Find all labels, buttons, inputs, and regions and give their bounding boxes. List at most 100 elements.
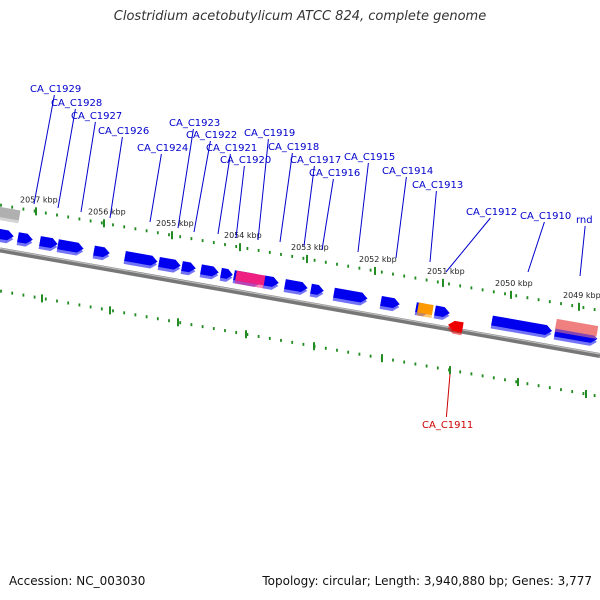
major-tick — [103, 219, 105, 228]
label-leader-line — [33, 94, 55, 205]
gene-body — [220, 267, 233, 279]
gene-body — [235, 270, 266, 286]
gene-feature[interactable] — [416, 302, 434, 318]
minor-tick — [425, 278, 428, 282]
gene-label[interactable]: CA_C1921 — [206, 143, 257, 154]
gene-label[interactable]: CA_C1916 — [309, 168, 360, 179]
gene-body — [555, 318, 599, 336]
gene-feature[interactable] — [157, 257, 182, 274]
accession-text: Accession: NC_003030 — [9, 574, 146, 588]
gene-body — [0, 228, 14, 241]
gene-body — [158, 257, 181, 270]
gene-feature[interactable] — [309, 283, 325, 299]
minor-tick — [436, 366, 439, 370]
minor-tick — [470, 372, 473, 376]
gene-feature[interactable] — [447, 320, 464, 336]
kbp-tick-label: 2049 kbp — [563, 291, 600, 300]
label-leader-line — [579, 225, 586, 277]
gene-features — [0, 206, 599, 346]
gene-label[interactable]: CA_C1911 — [422, 420, 473, 431]
gene-feature[interactable] — [262, 275, 280, 290]
minor-tick — [168, 233, 170, 237]
gene-label[interactable]: CA_C1923 — [169, 118, 220, 129]
minor-tick — [560, 388, 562, 392]
gene-feature[interactable] — [0, 228, 15, 244]
gene-label[interactable]: CA_C1924 — [137, 143, 188, 154]
gene-label[interactable]: CA_C1927 — [71, 111, 122, 122]
minor-tick — [168, 319, 170, 323]
label-leader-line — [357, 162, 369, 253]
major-tick — [171, 231, 173, 240]
gene-feature[interactable] — [16, 232, 34, 247]
gene-feature[interactable] — [490, 315, 553, 339]
gene-feature[interactable] — [219, 267, 234, 283]
gene-feature[interactable] — [379, 296, 401, 312]
minor-tick — [78, 303, 81, 307]
minor-tick — [100, 307, 103, 311]
minor-tick — [582, 306, 585, 310]
label-leader-line — [279, 152, 293, 243]
minor-tick — [123, 225, 126, 229]
gene-label[interactable]: CA_C1915 — [344, 152, 395, 163]
minor-tick — [156, 231, 159, 235]
tick-rows: 2057 kbp 2056 kbp 2055 kbp 2054 kbp 2053 kbp… — [0, 195, 600, 399]
label-leader-line — [217, 153, 231, 235]
gene-feature[interactable] — [554, 318, 599, 339]
minor-tick — [548, 300, 551, 304]
minor-tick — [448, 282, 450, 286]
gene-feature[interactable] — [199, 264, 220, 280]
gene-label[interactable]: CA_C1917 — [290, 155, 341, 166]
gene-label[interactable]: CA_C1926 — [98, 126, 149, 137]
minor-tick — [0, 203, 2, 207]
gene-label[interactable]: CA_C1913 — [412, 180, 463, 191]
minor-tick — [0, 289, 2, 293]
minor-tick — [593, 394, 596, 398]
gene-label[interactable]: CA_C1928 — [51, 98, 102, 109]
minor-tick — [515, 380, 518, 384]
minor-tick — [571, 304, 574, 308]
major-tick — [245, 330, 247, 339]
gene-label[interactable]: CA_C1922 — [186, 130, 237, 141]
gene-feature[interactable] — [56, 239, 85, 256]
minor-tick — [224, 329, 226, 333]
gene-feature[interactable] — [180, 261, 197, 276]
gene-body — [448, 320, 464, 333]
minor-tick — [33, 295, 36, 299]
gene-label[interactable]: CA_C1919 — [244, 128, 295, 139]
gene-label[interactable]: CA_C1914 — [382, 166, 433, 177]
minor-tick — [33, 209, 36, 213]
topology-summary: Topology: circular; Length: 3,940,880 bp… — [262, 574, 592, 588]
gene-feature[interactable] — [0, 206, 21, 224]
gene-feature[interactable] — [283, 279, 309, 296]
gene-body — [263, 275, 279, 287]
minor-tick — [44, 297, 47, 301]
gene-feature[interactable] — [123, 251, 159, 270]
gene-body — [380, 296, 400, 309]
minor-tick — [392, 272, 394, 276]
kbp-tick-label: 2052 kbp — [359, 255, 397, 264]
minor-tick — [44, 211, 47, 215]
gene-feature[interactable] — [433, 305, 451, 321]
minor-tick — [347, 350, 350, 354]
label-leader-line — [395, 176, 407, 259]
minor-tick — [481, 288, 484, 292]
backbone-highlight — [0, 247, 600, 355]
gene-label[interactable]: rnd — [576, 215, 593, 226]
gene-feature[interactable] — [92, 245, 111, 262]
gene-label[interactable]: CA_C1918 — [268, 142, 319, 153]
gene-feature[interactable] — [332, 287, 369, 307]
minor-tick — [358, 266, 361, 270]
major-tick — [578, 302, 580, 311]
minor-tick — [280, 252, 282, 256]
gene-label[interactable]: CA_C1912 — [466, 207, 517, 218]
gene-label[interactable]: CA_C1910 — [520, 211, 571, 222]
gene-feature[interactable] — [38, 236, 59, 252]
minor-tick — [504, 292, 506, 296]
gene-feature[interactable] — [234, 270, 266, 289]
gene-body — [0, 206, 21, 221]
minor-tick — [224, 243, 226, 247]
label-leader-line — [257, 138, 269, 241]
gene-label[interactable]: CA_C1920 — [220, 155, 271, 166]
gene-label[interactable]: CA_C1929 — [30, 84, 81, 95]
